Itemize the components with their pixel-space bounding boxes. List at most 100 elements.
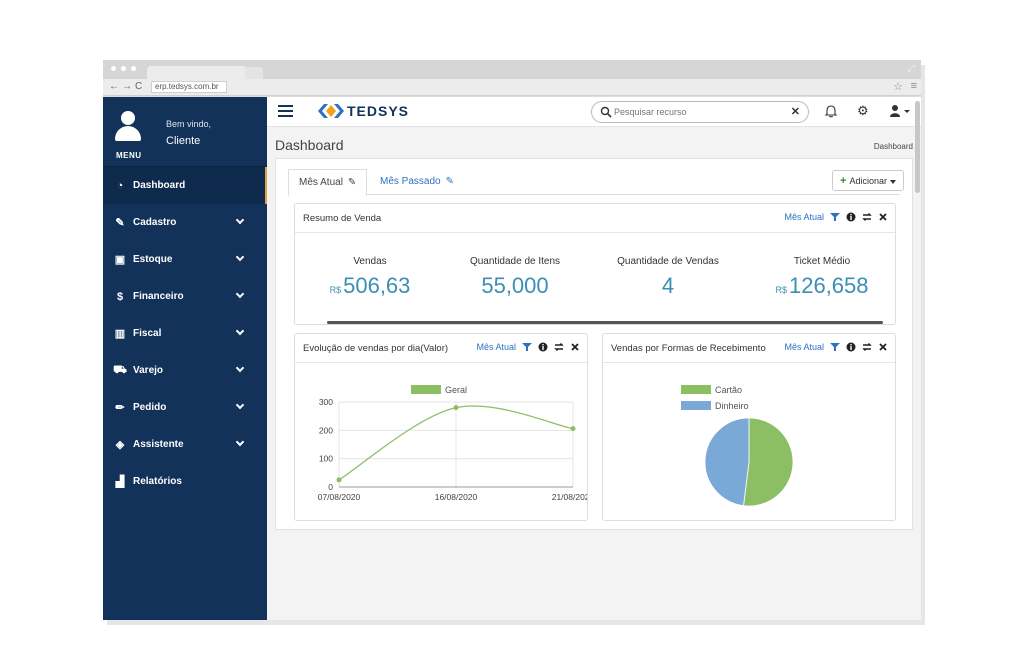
close-icon[interactable]: [878, 342, 888, 352]
bell-icon[interactable]: [824, 104, 838, 118]
kpi-label: Quantidade de Itens: [469, 256, 561, 267]
search-box[interactable]: ✕: [591, 101, 809, 123]
sidebar-item-estoque[interactable]: ▣ Estoque: [103, 241, 267, 278]
window-controls[interactable]: [111, 66, 136, 71]
close-icon[interactable]: [570, 342, 580, 352]
sidebar-item-label: Fiscal: [133, 328, 162, 339]
horizontal-scrollbar[interactable]: [327, 321, 883, 324]
hamburger-menu-icon[interactable]: [278, 105, 293, 117]
box-title: Vendas por Formas de Recebimento: [611, 343, 766, 354]
address-bar: ←→C erp.tedsys.com.br ☆ ≡: [103, 79, 921, 96]
sidebar-item-pedido[interactable]: ✏ Pedido: [103, 389, 267, 426]
tab-label: Mês Passado: [380, 176, 441, 187]
chevron-down-icon: [235, 326, 245, 336]
tab-mes-passado[interactable]: Mês Passado ✎: [370, 169, 464, 196]
gear-icon[interactable]: ⚙: [857, 103, 869, 118]
sidebar-item-label: Varejo: [133, 365, 164, 376]
ticket-icon: ◈: [115, 439, 125, 451]
tab-mes-atual[interactable]: Mês Atual ✎: [288, 169, 368, 196]
legend-swatch: [681, 401, 711, 410]
period-link[interactable]: Mês Atual: [476, 342, 516, 352]
url-field[interactable]: erp.tedsys.com.br: [151, 81, 227, 93]
user-menu-icon[interactable]: [889, 104, 911, 118]
kpi-number: 55,000: [481, 273, 549, 298]
y-tick-label: 200: [319, 425, 333, 435]
period-link[interactable]: Mês Atual: [784, 342, 824, 352]
legend-label: Geral: [445, 385, 467, 395]
info-icon[interactable]: [538, 342, 548, 352]
clear-search-icon[interactable]: ✕: [790, 106, 800, 118]
sidebar-item-relatorios[interactable]: ▟ Relatórios: [103, 463, 267, 500]
breadcrumb[interactable]: Dashboard: [873, 142, 913, 151]
currency-label: R$: [775, 285, 787, 295]
data-point: [453, 405, 459, 411]
sidebar-item-fiscal[interactable]: ▥ Fiscal: [103, 315, 267, 352]
box-title: Evolução de vendas por dia(Valor): [303, 343, 449, 354]
tab-label: Mês Atual: [299, 177, 343, 188]
kpi-value: R$126,658: [747, 273, 897, 299]
pie-slice-dinheiro: [704, 417, 750, 507]
close-icon[interactable]: [878, 212, 888, 222]
chevron-down-icon: [235, 215, 245, 225]
kpi-value: R$506,63: [295, 273, 445, 299]
period-tabs: Mês Atual ✎ Mês Passado ✎: [288, 169, 900, 196]
y-tick-label: 0: [328, 482, 333, 492]
info-icon[interactable]: [846, 342, 856, 352]
box-tools: Mês Atual: [476, 342, 580, 352]
filter-icon[interactable]: [522, 342, 532, 352]
bookmark-star-icon[interactable]: ☆: [893, 81, 903, 93]
refresh-icon[interactable]: [862, 342, 872, 352]
kpi-quantidade-itens: Quantidade de Itens 55,000: [440, 256, 590, 299]
box-header: Resumo de Venda Mês Atual: [295, 204, 895, 233]
sidebar: MENU Bem vindo, Cliente ◔ Dashboard ✎ Ca…: [103, 97, 267, 620]
filter-icon[interactable]: [830, 342, 840, 352]
sidebar-item-cadastro[interactable]: ✎ Cadastro: [103, 204, 267, 241]
browser-window: ⤢ ←→C erp.tedsys.com.br ☆ ≡ MENU Bem vin…: [103, 60, 921, 620]
data-point: [336, 477, 342, 483]
fullscreen-icon[interactable]: ⤢: [907, 63, 915, 73]
kpi-quantidade-vendas: Quantidade de Vendas 4: [593, 256, 743, 299]
nav-buttons[interactable]: ←→C: [109, 81, 146, 92]
period-link[interactable]: Mês Atual: [784, 212, 824, 222]
kpi-vendas: Vendas R$506,63: [295, 256, 445, 299]
sidebar-item-label: Dashboard: [133, 180, 186, 191]
chevron-down-icon: [235, 363, 245, 373]
legend-swatch: [411, 385, 441, 394]
info-icon[interactable]: [846, 212, 856, 222]
browser-menu-icon[interactable]: ≡: [910, 80, 917, 92]
logo[interactable]: TEDSYS: [317, 103, 409, 119]
client-name: Cliente: [166, 135, 201, 147]
topbar: TEDSYS ✕ ⚙: [267, 97, 921, 127]
search-icon: [600, 106, 612, 118]
refresh-icon[interactable]: [554, 342, 564, 352]
sidebar-item-label: Cadastro: [133, 217, 177, 228]
refresh-icon[interactable]: [862, 212, 872, 222]
cart-icon: ⛟: [113, 363, 127, 376]
edit-icon: ✎: [115, 217, 125, 229]
browser-tab[interactable]: [147, 66, 247, 79]
legend-label: Dinheiro: [715, 401, 749, 411]
sidebar-item-label: Assistente: [133, 439, 184, 450]
chevron-down-icon: [235, 289, 245, 299]
filter-icon[interactable]: [830, 212, 840, 222]
vertical-scrollbar[interactable]: [915, 101, 920, 193]
add-button[interactable]: + Adicionar: [832, 170, 904, 191]
sidebar-item-label: Pedido: [133, 402, 167, 413]
new-tab-button[interactable]: [245, 67, 263, 79]
box-title: Resumo de Venda: [303, 213, 382, 224]
pencil-icon: ✎: [445, 176, 454, 187]
x-tick-label: 16/08/2020: [435, 492, 478, 502]
x-tick-label: 21/08/2020: [552, 492, 587, 502]
app-viewport: MENU Bem vindo, Cliente ◔ Dashboard ✎ Ca…: [103, 97, 921, 620]
search-input[interactable]: [614, 105, 784, 119]
welcome-text: Bem vindo,: [166, 119, 212, 129]
sidebar-item-varejo[interactable]: ⛟ Varejo: [103, 352, 267, 389]
sidebar-item-dashboard[interactable]: ◔ Dashboard: [103, 167, 267, 204]
y-tick-label: 100: [319, 454, 333, 464]
sidebar-item-financeiro[interactable]: $ Financeiro: [103, 278, 267, 315]
dollar-icon: $: [116, 290, 124, 303]
box-header: Evolução de vendas por dia(Valor) Mês At…: [295, 334, 587, 363]
kpi-value: 55,000: [440, 273, 590, 299]
dashboard-icon: ◔: [116, 179, 124, 192]
sidebar-item-assistente[interactable]: ◈ Assistente: [103, 426, 267, 463]
